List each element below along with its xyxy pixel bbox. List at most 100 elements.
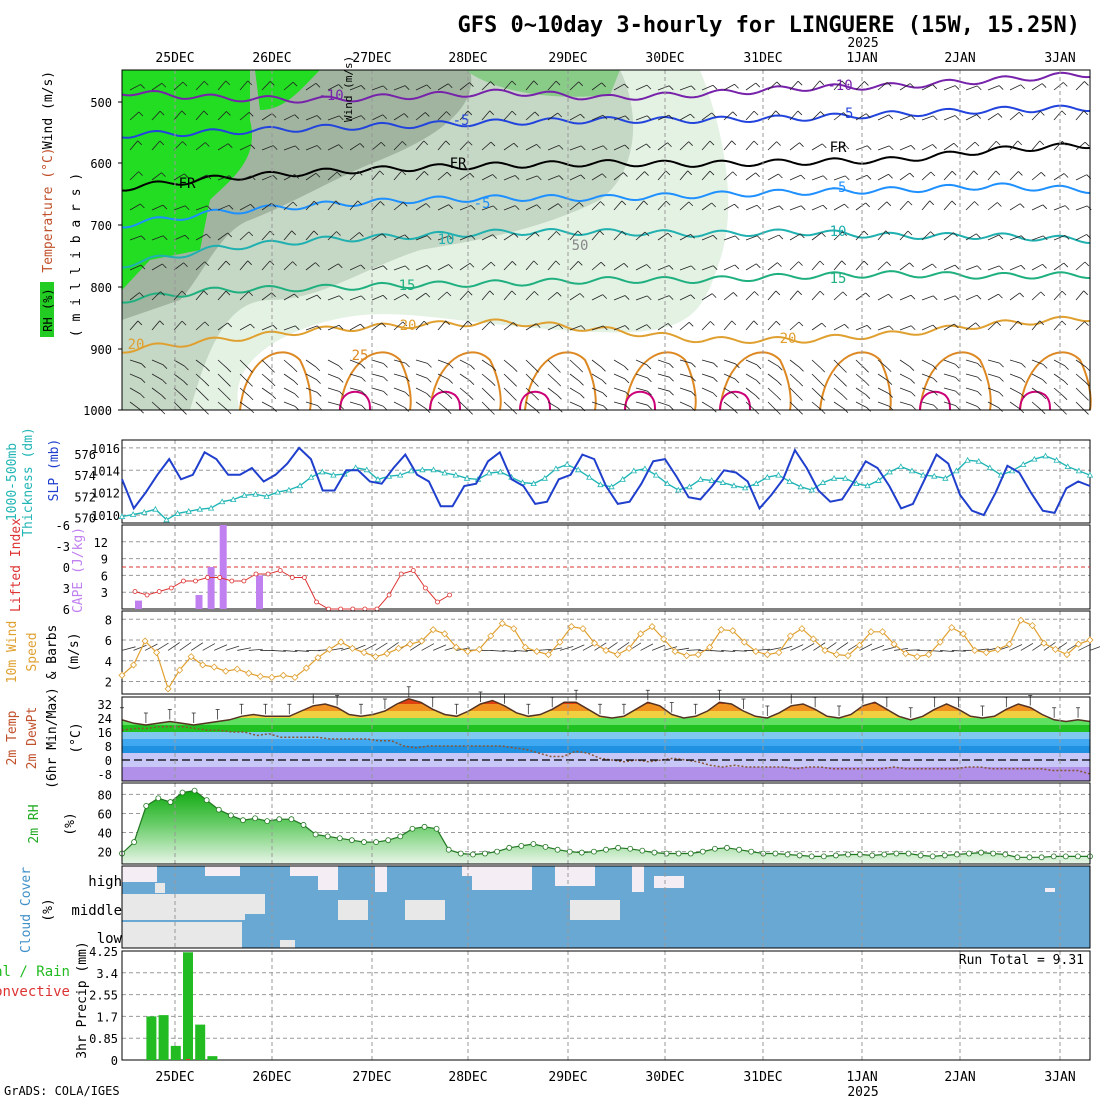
wind-barb-flag (534, 368, 539, 373)
wind-barb-flag (1061, 290, 1067, 296)
wind-barb-flag (578, 81, 584, 87)
wind-barb (943, 232, 954, 241)
wind-barb (481, 174, 493, 181)
rh-point (941, 852, 948, 859)
wind-barb-flag (313, 200, 319, 206)
wind-barb (129, 203, 141, 211)
li-point (241, 578, 247, 584)
thickness-point (741, 484, 749, 491)
wind-barb-flag (183, 262, 188, 268)
wind-barb-flag (404, 391, 410, 397)
wind-speed-point (625, 644, 633, 652)
wind-speed-point (118, 671, 126, 679)
rh-point (833, 852, 839, 859)
wind-barb-flag (973, 170, 979, 176)
cloud-gap (122, 866, 157, 882)
cloud-gap (555, 866, 595, 886)
thickness-point (330, 471, 337, 478)
wind-barb-flag (1018, 111, 1024, 117)
wind-barb (1031, 83, 1043, 91)
wind-barb (811, 359, 822, 369)
wind-barb-flag (1064, 205, 1070, 210)
wind-speed-point (1074, 640, 1083, 648)
wind-barb (459, 110, 469, 121)
axis-title: 2m RH (27, 804, 42, 843)
wind-barb (327, 115, 340, 121)
wind-barb-flag (843, 112, 848, 117)
wind-barb-flag (226, 382, 231, 387)
wind-barb (503, 233, 515, 241)
wind-barb-flag (690, 85, 696, 91)
wind-barb-flag (712, 85, 718, 90)
wind-barb (899, 401, 912, 406)
wind-speed-point (637, 630, 645, 638)
wind-barb-flag (1062, 141, 1067, 146)
rh-point (300, 822, 307, 828)
wind-barb-flag (844, 175, 850, 181)
wind-barb (371, 359, 384, 364)
wind-barb (789, 142, 800, 151)
wind-barb (409, 642, 423, 651)
wind-barb-flag (909, 262, 914, 268)
wind-barb (327, 359, 339, 366)
wind-speed-point (890, 640, 898, 648)
wind-barb (679, 201, 690, 211)
wind-barb (591, 114, 604, 121)
cloud-gap (280, 940, 295, 948)
wind-barb-flag (161, 172, 166, 177)
wind-speed-point (821, 646, 829, 654)
wind-barb (1009, 359, 1022, 364)
wind-barb-flag (226, 409, 232, 415)
wind-barb-flag (819, 290, 825, 296)
wind-barb (833, 231, 843, 241)
wind-speed-point (752, 647, 760, 656)
thickness-point (575, 466, 582, 473)
wind-barb-flag (536, 144, 541, 149)
wind-barb (239, 231, 250, 241)
wind-barb-flag (798, 321, 804, 327)
wind-barb (393, 113, 405, 121)
rh-point (724, 844, 730, 851)
thickness-point (897, 463, 905, 470)
wind-barb-flag (954, 295, 960, 301)
wind-barb-flag (248, 395, 254, 401)
rh-point (179, 789, 186, 796)
wind-barb-flag (357, 171, 363, 176)
wind-barb (1075, 373, 1086, 383)
panel-frame (121, 69, 1091, 411)
rh-point (905, 850, 912, 857)
wind-barb-flag (426, 235, 432, 240)
wind-barb-flag (754, 291, 759, 296)
wind-barb (327, 171, 338, 181)
wind-barb (305, 115, 318, 121)
wind-barb-flag (775, 110, 781, 116)
wind-barb (745, 172, 756, 181)
li-point (447, 592, 453, 598)
top-date-label: 26DEC (252, 51, 291, 66)
wind-barb (789, 321, 800, 331)
wind-barb (877, 373, 889, 382)
wind-barb-flag (844, 203, 849, 209)
wind-barb (129, 140, 139, 151)
wind-barb (121, 646, 136, 651)
wind-barb (755, 648, 770, 651)
precip-bar (146, 1016, 157, 1060)
wind-speed-point (348, 644, 357, 652)
li-point (350, 606, 356, 612)
rh-point (336, 835, 343, 842)
temp-band (122, 746, 1090, 753)
wind-barb-flag (669, 376, 674, 382)
wind-barb (965, 265, 978, 271)
wind-barb (217, 232, 228, 241)
wind-barb (591, 387, 604, 394)
cloud-level-low: low (97, 931, 123, 947)
wind-barb (679, 233, 691, 241)
wind-barb (1009, 264, 1022, 271)
wind-barb-flag (248, 368, 253, 373)
wind-speed-point (395, 644, 403, 652)
wind-barb (371, 387, 384, 392)
wind-barb (569, 145, 582, 151)
wind-barb (386, 642, 399, 651)
wind-barb (833, 323, 845, 331)
wind-barb-flag (710, 321, 715, 326)
